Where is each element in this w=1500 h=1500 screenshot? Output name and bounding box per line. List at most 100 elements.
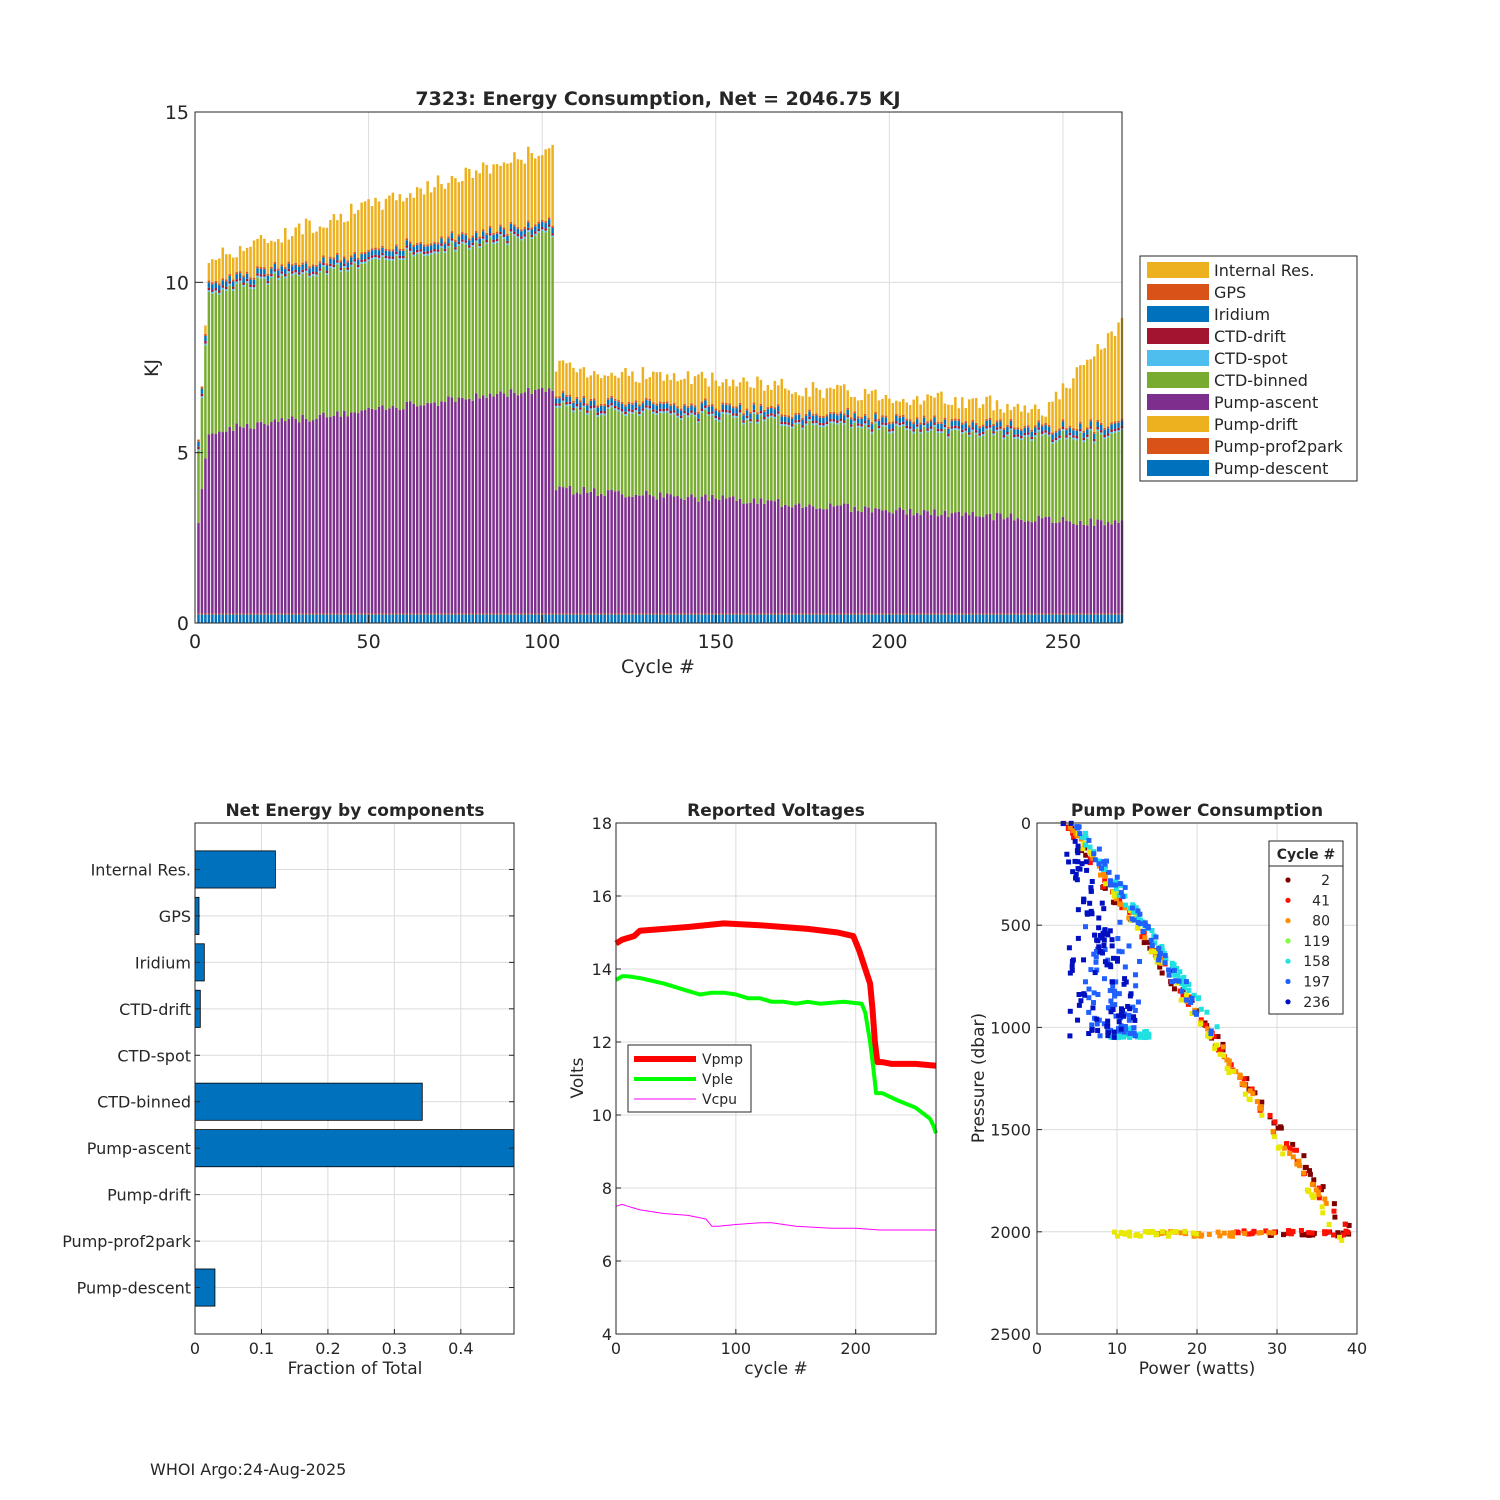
energy-bar-segment (936, 392, 940, 422)
pump-point (1335, 1230, 1341, 1236)
energy-bar-segment (256, 266, 259, 269)
energy-bar-segment (780, 613, 784, 615)
pump-point (1153, 955, 1159, 961)
energy-bar-segment (961, 613, 964, 615)
pump-point (1101, 1021, 1107, 1027)
energy-bar-segment (1106, 333, 1110, 427)
energy-bar-segment (238, 282, 242, 427)
energy-bar-segment (825, 421, 829, 425)
pump-point (1096, 925, 1102, 931)
energy-bar-segment (638, 413, 641, 416)
energy-bar-segment (242, 614, 245, 623)
energy-bar-segment (346, 271, 350, 417)
energy-bar-cycle-262 (1103, 348, 1106, 623)
energy-bar-segment (384, 250, 388, 256)
energy-bar-segment (738, 402, 742, 405)
energy-bar-cycle-100 (540, 155, 544, 623)
pump-point (1257, 1104, 1263, 1110)
energy-bar-cycle-96 (527, 146, 530, 623)
components-y-tick-label: Internal Res. (91, 860, 191, 879)
energy-bar-segment (881, 415, 884, 418)
energy-bar-cycle-123 (620, 371, 624, 623)
energy-bar-segment (1020, 438, 1023, 441)
energy-bar-segment (700, 496, 704, 614)
pump-point (1345, 1229, 1351, 1235)
energy-bar-segment (447, 182, 450, 237)
energy-bar-segment (405, 238, 409, 241)
energy-bar-segment (842, 613, 846, 615)
pump-point (1101, 906, 1107, 912)
energy-bar-segment (662, 413, 665, 498)
energy-bar-segment (367, 407, 370, 614)
energy-bar-segment (520, 613, 523, 615)
energy-bar-cycle-172 (790, 393, 794, 623)
energy-bar-segment (957, 426, 961, 429)
pump-point (1075, 859, 1081, 865)
energy-bar-segment (381, 255, 384, 257)
energy-bar-cycle-61 (405, 197, 409, 623)
energy-bar-segment (568, 401, 572, 405)
energy-bar-segment (228, 274, 231, 277)
energy-bar-cycle-45 (349, 203, 353, 623)
energy-bar-segment (981, 404, 985, 425)
energy-bar-segment (294, 264, 297, 270)
energy-bar-segment (665, 613, 669, 615)
energy-bar-segment (374, 613, 377, 615)
energy-bar-segment (520, 240, 523, 394)
energy-bar-cycle-170 (783, 388, 787, 623)
energy-bar-segment (245, 247, 249, 272)
energy-bar-segment (447, 613, 450, 615)
pump-x-tick-label: 30 (1267, 1339, 1287, 1358)
energy-bar-segment (287, 418, 290, 614)
energy-bar-segment (266, 614, 270, 623)
energy-bar-segment (818, 508, 822, 614)
energy-bar-segment (749, 422, 752, 503)
energy-bar-segment (1002, 439, 1006, 520)
energy-bar-segment (1099, 349, 1103, 423)
pump-point (1140, 929, 1146, 935)
energy-bar-segment (658, 403, 662, 409)
energy-bar-segment (922, 425, 926, 427)
energy-bar-segment (613, 375, 617, 399)
energy-bar-segment (829, 413, 832, 420)
energy-bar-segment (794, 613, 797, 615)
pump-point (1309, 1181, 1315, 1187)
energy-bar-segment (908, 508, 912, 614)
energy-bar-segment (707, 406, 711, 412)
energy-bar-segment (419, 251, 422, 254)
energy-bar-segment (999, 409, 1002, 420)
energy-bar-segment (593, 407, 596, 410)
energy-bar-segment (284, 614, 287, 623)
pump-point (1189, 1011, 1195, 1017)
energy-bar-segment (992, 410, 995, 424)
energy-bar-segment (815, 424, 818, 509)
energy-bar-segment (676, 614, 679, 623)
energy-bar-segment (731, 415, 735, 418)
energy-bar-segment (360, 410, 363, 614)
pump-point (1251, 1228, 1257, 1234)
energy-bar-segment (658, 613, 662, 615)
energy-bar-segment (523, 613, 527, 615)
energy-bar-segment (1089, 359, 1093, 420)
energy-bar-segment (1023, 427, 1027, 433)
energy-bar-segment (1051, 441, 1054, 444)
energy-bar-segment (964, 407, 968, 422)
energy-bar-segment (419, 188, 422, 242)
pump-point (1153, 1232, 1159, 1238)
energy-bar-segment (488, 237, 492, 394)
energy-bar-segment (749, 614, 752, 623)
energy-bar-segment (280, 614, 284, 623)
energy-bar-segment (790, 428, 794, 508)
energy-bar-cycle-207 (912, 399, 915, 623)
pump-point (1179, 988, 1185, 994)
energy-bar-segment (974, 425, 978, 431)
energy-bar-segment (402, 250, 405, 256)
energy-y-tick-label: 10 (165, 272, 189, 294)
energy-bar-segment (1006, 424, 1009, 427)
energy-bar-segment (339, 260, 343, 263)
pump-point (1103, 881, 1109, 887)
energy-bar-segment (648, 398, 652, 401)
energy-bar-cycle-234 (1006, 404, 1009, 623)
voltages-y-tick-label: 6 (602, 1252, 612, 1271)
energy-bar-segment (474, 242, 478, 394)
